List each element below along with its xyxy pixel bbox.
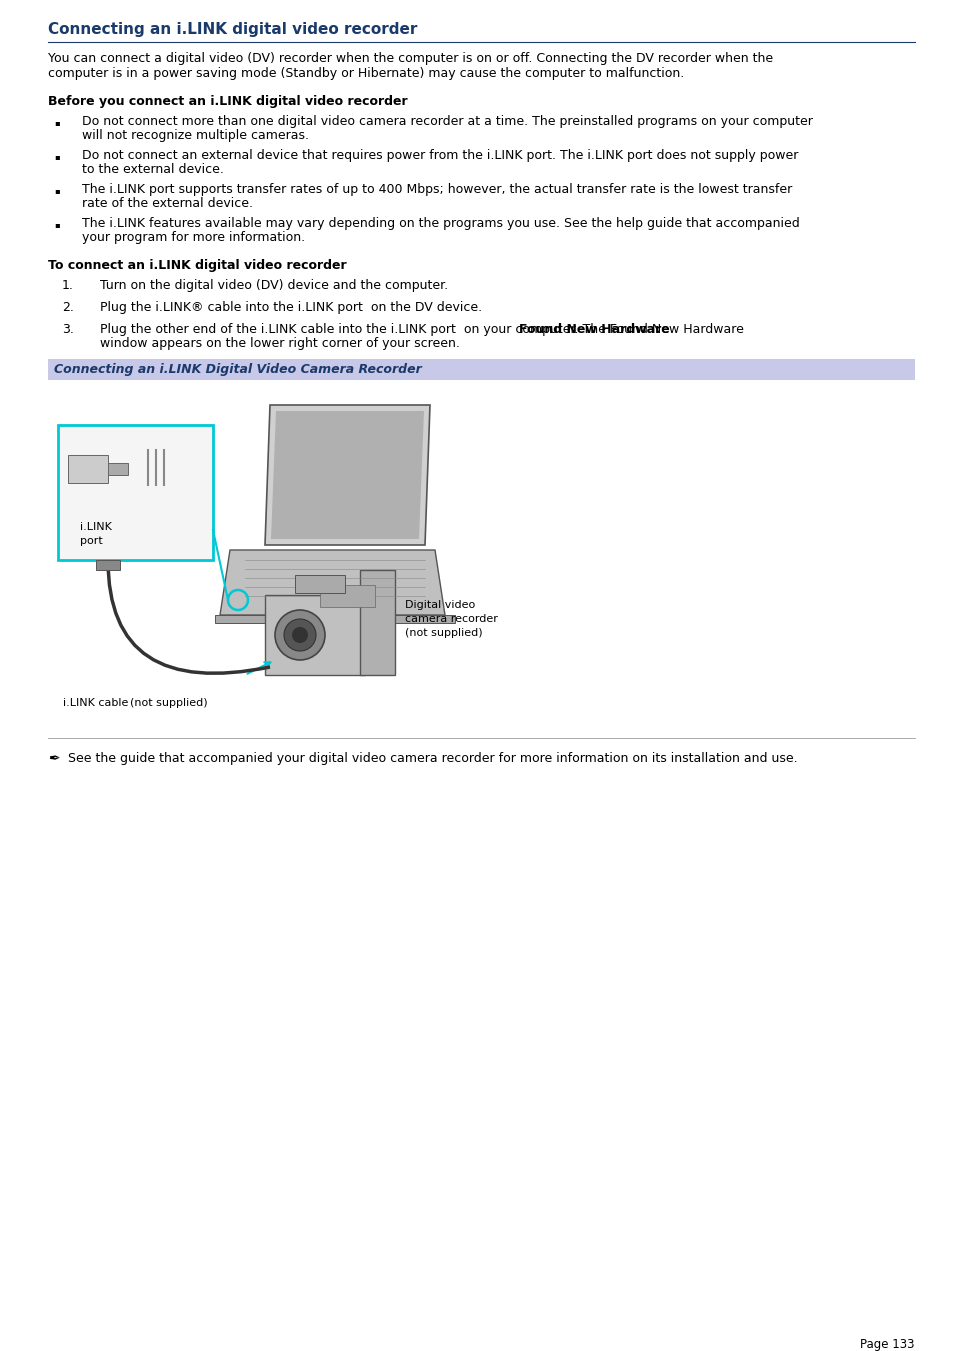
Text: The i.LINK port supports transfer rates of up to 400 Mbps; however, the actual t: The i.LINK port supports transfer rates … (82, 182, 791, 196)
Bar (359, 570, 395, 676)
Circle shape (292, 627, 308, 643)
Bar (68, 455, 108, 484)
Text: ▪: ▪ (54, 186, 59, 195)
Text: ✒: ✒ (48, 753, 59, 766)
Text: i.LINK: i.LINK (80, 521, 112, 532)
Text: See the guide that accompanied your digital video camera recorder for more infor: See the guide that accompanied your digi… (68, 753, 797, 765)
Bar (294, 576, 345, 593)
Text: rate of the external device.: rate of the external device. (82, 197, 253, 209)
Text: port: port (80, 536, 103, 546)
Bar (48, 380, 914, 720)
Text: ▪: ▪ (54, 220, 59, 230)
Polygon shape (271, 411, 423, 539)
Text: Do not connect an external device that requires power from the i.LINK port. The : Do not connect an external device that r… (82, 149, 798, 162)
Bar (265, 594, 365, 676)
Text: ▪: ▪ (54, 118, 59, 127)
Text: your program for more information.: your program for more information. (82, 231, 305, 245)
Text: Turn on the digital video (DV) device and the computer.: Turn on the digital video (DV) device an… (100, 280, 448, 292)
Text: Connecting an i.LINK digital video recorder: Connecting an i.LINK digital video recor… (48, 22, 417, 36)
Text: 1.: 1. (62, 280, 73, 292)
Circle shape (274, 611, 325, 661)
Text: to the external device.: to the external device. (82, 163, 224, 176)
Text: Found New Hardware: Found New Hardware (518, 323, 669, 336)
Text: Connecting an i.LINK Digital Video Camera Recorder: Connecting an i.LINK Digital Video Camer… (54, 363, 421, 376)
Text: i.LINK cable: i.LINK cable (63, 698, 129, 708)
Text: will not recognize multiple cameras.: will not recognize multiple cameras. (82, 128, 309, 142)
Bar (58, 426, 213, 561)
Text: Plug the i.LINK® cable into the i.LINK port  on the DV device.: Plug the i.LINK® cable into the i.LINK p… (100, 301, 481, 313)
Text: ▪: ▪ (54, 153, 59, 161)
Text: Page 133: Page 133 (860, 1337, 914, 1351)
Text: window appears on the lower right corner of your screen.: window appears on the lower right corner… (100, 336, 459, 350)
Circle shape (284, 619, 315, 651)
Text: Digital video: Digital video (405, 600, 475, 611)
Text: 2.: 2. (62, 301, 73, 313)
Bar (96, 561, 120, 570)
Bar (48, 359, 914, 380)
Text: (not supplied): (not supplied) (405, 628, 482, 638)
Text: Plug the other end of the i.LINK cable into the i.LINK port  on your computer. T: Plug the other end of the i.LINK cable i… (100, 323, 743, 336)
Text: (not supplied): (not supplied) (123, 698, 208, 708)
Polygon shape (220, 550, 444, 615)
Text: 3.: 3. (62, 323, 73, 336)
Bar (319, 585, 375, 607)
Text: camera recorder: camera recorder (405, 613, 497, 624)
Bar (214, 615, 455, 623)
Text: Do not connect more than one digital video camera recorder at a time. The preins: Do not connect more than one digital vid… (82, 115, 812, 128)
Polygon shape (265, 405, 430, 544)
Text: You can connect a digital video (DV) recorder when the computer is on or off. Co: You can connect a digital video (DV) rec… (48, 51, 772, 65)
Text: Before you connect an i.LINK digital video recorder: Before you connect an i.LINK digital vid… (48, 95, 407, 108)
Text: computer is in a power saving mode (Standby or Hibernate) may cause the computer: computer is in a power saving mode (Stan… (48, 68, 683, 80)
Bar (108, 463, 128, 476)
Text: To connect an i.LINK digital video recorder: To connect an i.LINK digital video recor… (48, 259, 346, 272)
Text: The i.LINK features available may vary depending on the programs you use. See th: The i.LINK features available may vary d… (82, 218, 799, 230)
